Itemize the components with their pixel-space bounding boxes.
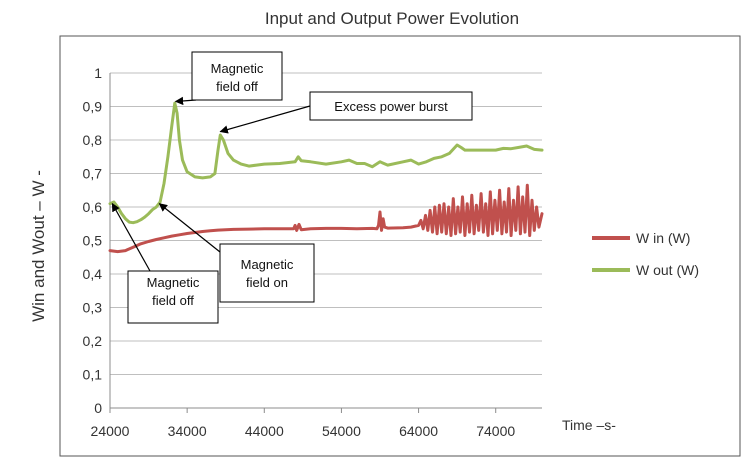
y-tick-label: 0,1 <box>83 367 103 383</box>
annotation-box <box>309 91 473 121</box>
y-axis-label: Win and Wout – W - <box>29 170 48 322</box>
y-tick-label: 0,5 <box>83 233 103 249</box>
y-tick-label: 0,4 <box>83 266 103 282</box>
annotation-text: field off <box>152 293 194 308</box>
y-tick-label: 0,7 <box>83 166 103 182</box>
annotation-box <box>191 51 283 101</box>
annotation-text: Excess power burst <box>334 99 448 114</box>
y-tick-label: 0,2 <box>83 333 103 349</box>
x-tick-label: 44000 <box>245 423 284 439</box>
x-tick-label: 54000 <box>322 423 361 439</box>
annotations: Magnetic field off Magnetic field on Magneti… <box>111 51 473 324</box>
annotation-arrow <box>219 105 311 134</box>
annotation-text: Magnetic <box>211 61 264 76</box>
x-tick-label: 74000 <box>476 423 515 439</box>
series-layer <box>108 101 544 254</box>
chart-title: Input and Output Power Evolution <box>265 9 519 28</box>
y-tick-label: 0,8 <box>83 132 103 148</box>
annotation-box <box>219 243 315 303</box>
y-tick-label: 1 <box>94 65 102 81</box>
x-tick-label: 34000 <box>168 423 207 439</box>
y-tick-label: 0,6 <box>83 199 103 215</box>
plot-area <box>59 35 741 457</box>
annotation-text: Magnetic <box>147 275 200 290</box>
series-line-w-out <box>108 101 544 225</box>
y-tick-label: 0 <box>94 400 102 416</box>
y-tick-label: 0,3 <box>83 300 103 316</box>
y-tick-label: 0,9 <box>83 99 103 115</box>
x-axis-label: Time –s- <box>562 417 616 433</box>
annotation-text: Magnetic <box>241 257 294 272</box>
annotation-arrow <box>111 202 151 272</box>
x-tick-label: 64000 <box>399 423 438 439</box>
annotation-text: field on <box>246 275 288 290</box>
legend-label: W out (W) <box>636 262 699 278</box>
x-tick-label: 24000 <box>91 423 130 439</box>
annotation-arrow <box>158 203 221 253</box>
legend: W in (W) W out (W) <box>592 230 699 278</box>
series-line-w-in <box>108 183 544 254</box>
axes: 0 0,1 0,2 0,3 0,4 0,5 0,6 0,7 0,8 0,9 1 24000 34000 4… <box>83 65 542 439</box>
annotation-text: field off <box>216 79 258 94</box>
legend-label: W in (W) <box>636 230 690 246</box>
annotation-box <box>127 270 219 324</box>
